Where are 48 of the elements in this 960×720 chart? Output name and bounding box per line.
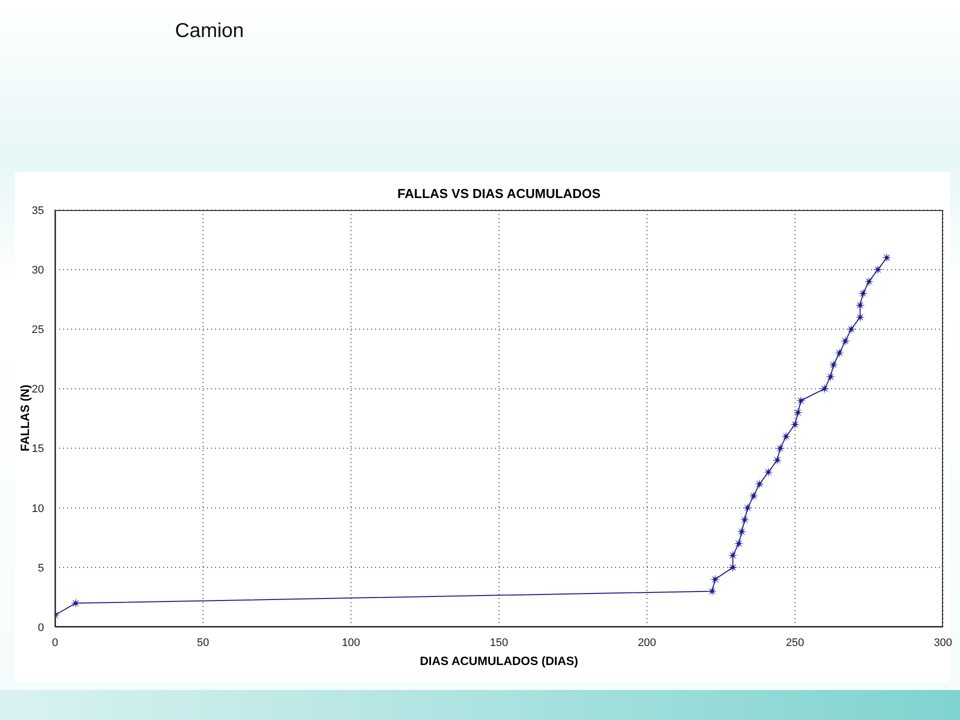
point (790, 419, 800, 430)
point (763, 467, 774, 478)
x-tick-label: 250 (786, 636, 804, 649)
y-axis-title: FALLAS (N) (18, 384, 32, 452)
y-tick-label: 25 (32, 324, 44, 336)
point (882, 252, 892, 263)
point (872, 264, 883, 275)
point (846, 324, 856, 334)
y-tick-label: 5 (38, 562, 44, 574)
point (707, 586, 718, 596)
point (864, 276, 874, 286)
y-tick-label: 0 (38, 622, 44, 634)
point (820, 384, 830, 394)
x-tick-label: 200 (638, 636, 656, 649)
point (772, 455, 782, 466)
point (775, 443, 786, 454)
point (734, 538, 744, 549)
text: Camion (175, 20, 244, 43)
x-tick-label: 50 (196, 636, 210, 649)
point (834, 348, 844, 358)
point (855, 312, 866, 322)
x-tick-label: 300 (934, 636, 952, 649)
point (855, 300, 866, 310)
point (754, 479, 764, 490)
y-tick-label: 35 (32, 204, 44, 217)
x-tick-label: 0 (52, 636, 58, 649)
point (858, 288, 868, 298)
y-tick-label: 20 (32, 384, 44, 396)
point (826, 372, 836, 382)
point (748, 490, 759, 501)
point (796, 396, 806, 406)
point (792, 408, 803, 418)
y-tick-label: 30 (32, 264, 44, 276)
y-tick-label: 10 (32, 502, 44, 515)
point (736, 526, 747, 537)
point (70, 598, 81, 608)
point (710, 574, 720, 584)
x-tick-label: 100 (342, 636, 360, 649)
point (828, 360, 838, 370)
point (840, 336, 850, 346)
point (781, 431, 792, 442)
x-axis-title: DIAS ACUMULADOS (DIAS) (418, 654, 580, 668)
point (740, 514, 750, 525)
x-tick-label: 150 (490, 636, 508, 649)
y-tick-label: 15 (32, 443, 44, 456)
chart-title: FALLAS VS DIAS ACUMULADOS (396, 186, 602, 201)
point (742, 502, 753, 513)
point (728, 562, 738, 572)
